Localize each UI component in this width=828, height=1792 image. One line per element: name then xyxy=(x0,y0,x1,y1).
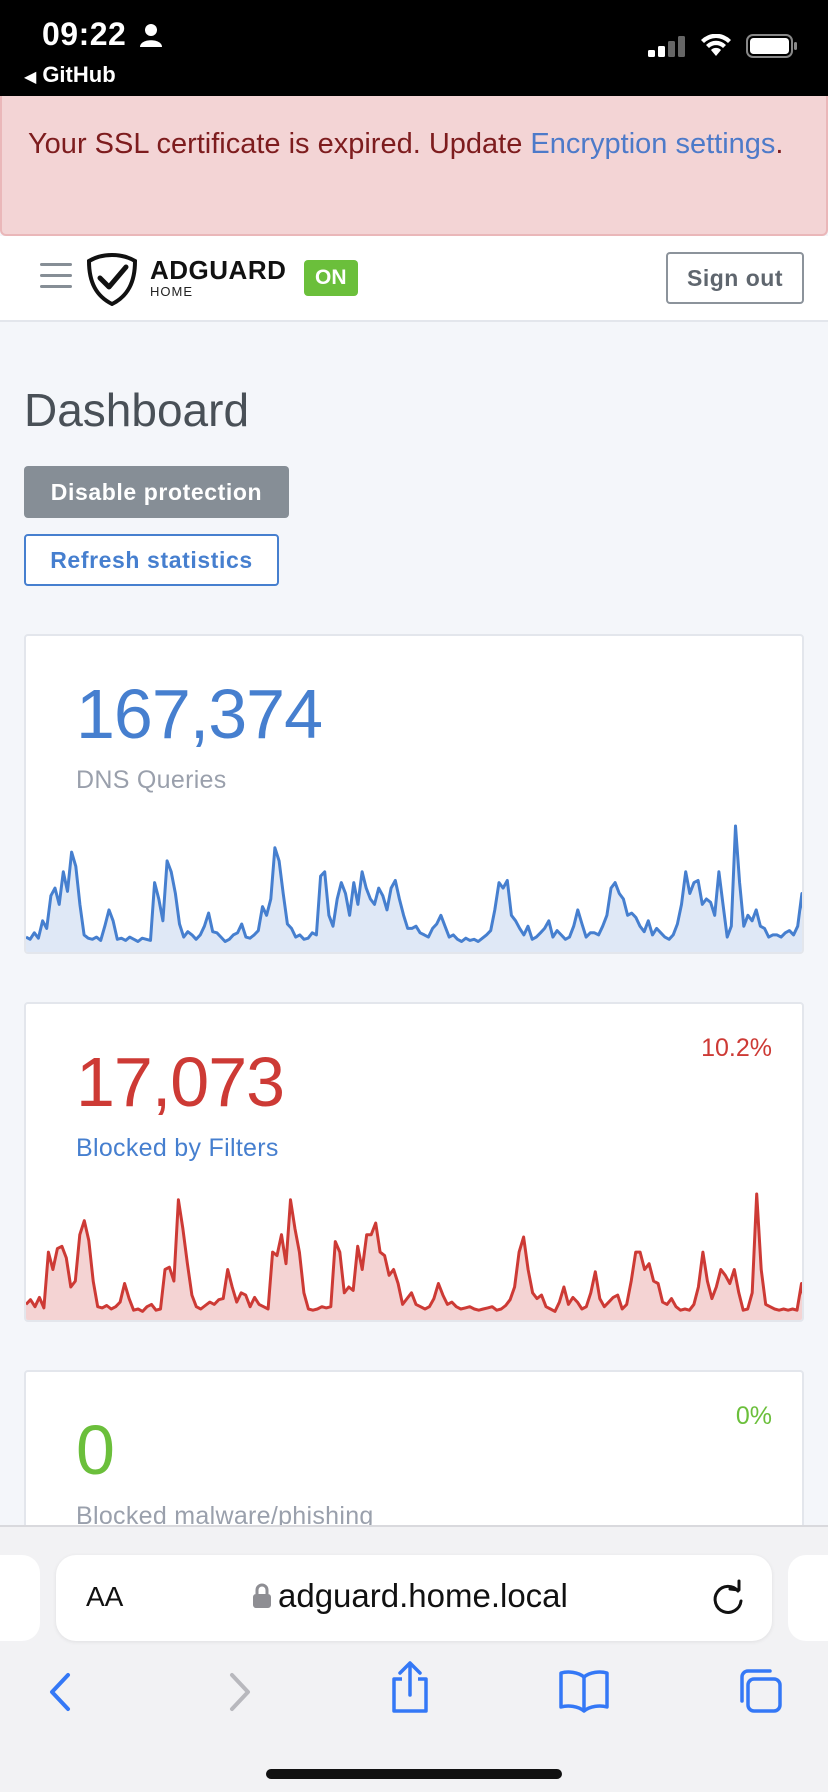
back-to-app-link[interactable]: ◀ GitHub xyxy=(24,62,116,88)
status-indicators xyxy=(648,34,798,58)
previous-tab-preview[interactable] xyxy=(0,1555,40,1641)
reload-icon[interactable] xyxy=(710,1579,746,1617)
tabs-icon[interactable] xyxy=(736,1667,784,1715)
protection-status-badge: ON xyxy=(304,260,358,296)
status-time: 09:22 xyxy=(42,16,127,52)
adguard-shield-icon xyxy=(86,252,138,306)
cellular-signal-icon xyxy=(648,36,685,57)
person-icon xyxy=(140,24,162,47)
disable-protection-button[interactable]: Disable protection xyxy=(24,466,289,518)
card-value: 167,374 xyxy=(76,675,323,753)
sign-out-button[interactable]: Sign out xyxy=(666,252,804,304)
back-icon[interactable] xyxy=(42,1667,82,1717)
card-percent: 10.2% xyxy=(701,1034,772,1062)
card-label: Blocked by Filters xyxy=(76,1134,279,1162)
bookmarks-icon[interactable] xyxy=(558,1667,610,1713)
status-bar: 09:22 ◀ GitHub xyxy=(0,0,828,96)
dns-queries-sparkline xyxy=(26,824,802,952)
back-triangle-icon: ◀ xyxy=(24,69,37,86)
reader-options-button[interactable]: AA xyxy=(86,1581,123,1613)
sparkline-line xyxy=(26,1192,802,1313)
url-display[interactable]: adguard.home.local xyxy=(252,1577,568,1615)
battery-icon xyxy=(746,34,797,58)
card-value: 0 xyxy=(76,1411,115,1489)
lock-icon xyxy=(253,1583,271,1608)
home-indicator xyxy=(266,1769,562,1779)
wifi-icon xyxy=(701,34,731,56)
logo-main-text: ADGUARD xyxy=(150,255,287,285)
sparkline-area xyxy=(26,826,802,952)
forward-icon[interactable] xyxy=(218,1667,258,1717)
aa-label: AA xyxy=(86,1581,124,1612)
alert-end: . xyxy=(775,128,784,160)
card-percent: 0% xyxy=(735,1402,772,1430)
address-bar[interactable]: AA adguard.home.local xyxy=(56,1555,772,1641)
logo: ADGUARD HOME xyxy=(150,256,286,299)
encryption-settings-link[interactable]: Encryption settings xyxy=(530,128,776,160)
alert-text: Your SSL certificate is expired. Update xyxy=(28,128,531,160)
blocked-filters-sparkline xyxy=(26,1192,802,1320)
dns-queries-card: 167,374 DNS Queries xyxy=(24,634,804,954)
next-tab-preview[interactable] xyxy=(788,1555,828,1641)
page-title: Dashboard xyxy=(24,384,250,436)
menu-icon[interactable] xyxy=(40,263,72,289)
browser-nav-row xyxy=(0,1661,828,1737)
card-value: 17,073 xyxy=(76,1043,285,1121)
blocked-filters-card: 17,073 Blocked by Filters 10.2% xyxy=(24,1002,804,1322)
back-app-label: GitHub xyxy=(42,62,116,87)
app-header: ADGUARD HOME ON Sign out xyxy=(0,236,828,322)
logo-sub-text: HOME xyxy=(150,284,193,299)
sparkline-line xyxy=(26,824,802,943)
browser-toolbar: AA adguard.home.local xyxy=(0,1525,828,1792)
share-icon[interactable] xyxy=(388,1659,432,1715)
refresh-statistics-button[interactable]: Refresh statistics xyxy=(24,534,279,586)
ssl-expired-alert: Your SSL certificate is expired. Update … xyxy=(0,96,828,236)
card-label: DNS Queries xyxy=(76,766,227,794)
url-text: adguard.home.local xyxy=(278,1577,568,1614)
